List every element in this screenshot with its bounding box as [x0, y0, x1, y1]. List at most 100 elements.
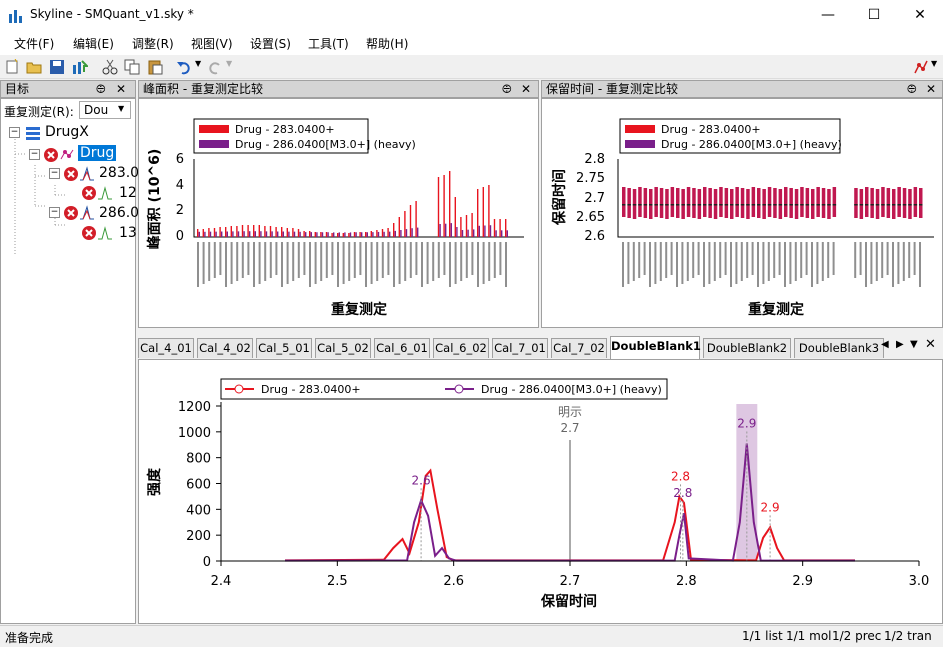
tab-cal-4-01[interactable]: Cal_4_01: [138, 338, 194, 358]
tab-cal-5-01[interactable]: Cal_5_01: [256, 338, 312, 358]
peak-area-axes: [193, 159, 524, 238]
tree-root-label[interactable]: DrugX: [45, 124, 89, 140]
rt-xtick-label: [632, 242, 635, 281]
menu-help[interactable]: 帮助(H): [366, 37, 409, 51]
undo-dropdown-icon[interactable]: ▼: [195, 59, 202, 68]
redo-dropdown-icon[interactable]: ▼: [226, 59, 233, 68]
area-bar-heavy: [405, 229, 408, 237]
chromatogram-ylabel: 强度: [146, 467, 163, 496]
view-dropdown-icon[interactable]: ▼: [931, 59, 938, 68]
area-bar-light: [488, 185, 490, 237]
tab-cal-5-02[interactable]: Cal_5_02: [315, 338, 371, 358]
peak-area-chart[interactable]: Drug - 283.0400+ Drug - 286.0400[M3.0+] …: [139, 99, 538, 327]
menu-edit[interactable]: 编辑(E): [73, 37, 114, 51]
menu-settings[interactable]: 设置(S): [250, 37, 291, 51]
copy-icon[interactable]: [124, 59, 140, 75]
tree-transition-1-label[interactable]: 12: [119, 185, 137, 201]
area-bar-heavy: [282, 231, 284, 237]
pin-icon[interactable]: ⨸: [96, 82, 106, 96]
open-folder-icon[interactable]: [26, 59, 42, 75]
tab-cal-6-01[interactable]: Cal_6_01: [374, 338, 430, 358]
area-xtick-label: [264, 242, 267, 281]
rt-bar-marker: [713, 204, 718, 206]
area-bar-light: [465, 215, 468, 237]
chromatogram-chart[interactable]: Drug - 283.0400+ Drug - 286.0400[M3.0+] …: [139, 360, 942, 623]
save-icon[interactable]: [49, 59, 65, 75]
rt-bar-marker: [692, 204, 696, 206]
maximize-button[interactable]: ☐: [867, 7, 881, 23]
area-xtick-label: [314, 242, 317, 284]
rt-range-bar: [740, 188, 745, 218]
rt-bar-marker: [638, 204, 642, 206]
rt-bar-marker: [794, 204, 799, 206]
rt-bar-marker: [854, 204, 858, 206]
area-bar-heavy: [333, 232, 335, 237]
pin-icon[interactable]: ⨸: [907, 82, 917, 96]
tab-cal-4-02[interactable]: Cal_4_02: [197, 338, 253, 358]
molecule-view-icon[interactable]: [913, 59, 929, 75]
close-tab-icon[interactable]: ✕: [925, 337, 936, 352]
menu-refine[interactable]: 调整(R): [132, 37, 174, 51]
area-xtick-label: [477, 242, 479, 287]
rt-bar-marker: [870, 204, 874, 206]
new-file-icon[interactable]: [4, 59, 20, 75]
peak-boundary-highlight: [736, 404, 758, 561]
rt-chart[interactable]: Drug - 283.0400+ Drug - 286.0400[M3.0+] …: [542, 99, 942, 327]
rt-bar-marker: [730, 204, 734, 206]
tree-transition-2-label[interactable]: 13: [119, 225, 137, 241]
area-bar-heavy: [417, 227, 419, 237]
tree-precursor-2-label[interactable]: 286.0: [99, 205, 140, 221]
rt-range-bar: [659, 188, 664, 218]
legend-label-light: Drug - 283.0400+: [235, 123, 335, 136]
tab-scroll-left-icon[interactable]: ◀: [881, 339, 889, 350]
tab-cal-6-02[interactable]: Cal_6_02: [433, 338, 489, 358]
pin-icon[interactable]: ⨸: [502, 82, 512, 96]
paste-icon[interactable]: [147, 59, 163, 75]
tree-molecule-label[interactable]: Drug: [78, 145, 117, 161]
legend-marker-heavy: [454, 384, 464, 394]
area-bar-heavy: [305, 232, 307, 237]
rt-bar-marker: [902, 204, 907, 206]
redo-icon[interactable]: [207, 59, 223, 75]
rt-ylabel: 保留时间: [551, 169, 568, 226]
close-panel-icon[interactable]: ✕: [521, 82, 532, 96]
area-xtick-label: [219, 242, 222, 275]
tree-precursor-1-label[interactable]: 283.0: [99, 165, 140, 181]
tab-scroll-right-icon[interactable]: ▶: [896, 339, 904, 350]
menu-tools[interactable]: 工具(T): [308, 37, 349, 51]
cut-icon[interactable]: [102, 59, 118, 75]
expand-precursor-1-icon[interactable]: −: [49, 168, 60, 179]
close-panel-icon[interactable]: ✕: [926, 82, 937, 96]
rt-range-bar: [913, 187, 918, 217]
tab-cal-7-01[interactable]: Cal_7_01: [492, 338, 548, 358]
rt-xtick-label: [827, 242, 830, 278]
tab-doubleblank2[interactable]: DoubleBlank2: [703, 338, 791, 358]
tab-doubleblank1[interactable]: DoubleBlank1: [610, 336, 701, 359]
close-window-button[interactable]: ✕: [914, 7, 926, 23]
rt-xtick-label: [784, 242, 786, 287]
rt-xtick-label: [908, 242, 911, 278]
replicate-select[interactable]: Dou ▼: [79, 101, 131, 119]
tab-menu-icon[interactable]: ▼: [910, 339, 918, 350]
close-panel-icon[interactable]: ✕: [116, 82, 127, 96]
rt-xtick-label: [659, 242, 662, 281]
rt-range-bar: [767, 187, 772, 217]
rt-range-bar: [919, 188, 923, 218]
minimize-button[interactable]: —: [821, 7, 835, 23]
area-xtick-label: [281, 242, 283, 287]
expand-precursor-2-icon[interactable]: −: [49, 207, 60, 218]
peak-rt-label: 2.9: [737, 416, 756, 430]
expand-drugx-icon[interactable]: −: [9, 127, 20, 138]
status-transition-count: 1/2 tran: [884, 629, 932, 643]
menu-view[interactable]: 视图(V): [191, 37, 233, 51]
ytick-label: 4: [176, 178, 184, 193]
tab-doubleblank3[interactable]: DoubleBlank3: [794, 338, 884, 358]
area-bar-heavy: [260, 231, 262, 237]
menu-file[interactable]: 文件(F): [14, 37, 55, 51]
tab-cal-7-02[interactable]: Cal_7_02: [551, 338, 607, 358]
rt-bar-marker: [703, 204, 707, 206]
expand-drug-icon[interactable]: −: [29, 149, 40, 160]
publish-icon[interactable]: [72, 59, 88, 75]
rt-xtick-label: [643, 242, 646, 275]
undo-icon[interactable]: [176, 59, 192, 75]
